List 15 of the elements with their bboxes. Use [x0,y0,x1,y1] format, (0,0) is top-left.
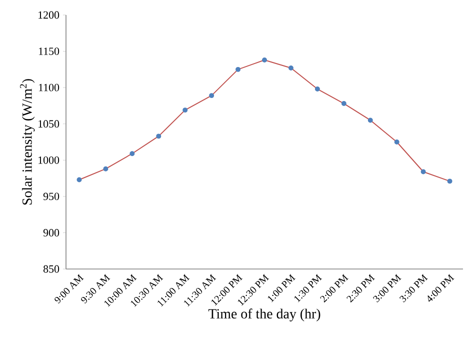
x-tick-label: 1:00 PM [268,274,296,302]
x-tick-label: 3:00 PM [373,274,402,302]
y-axis-title: Solar intensity (W/m$^{2}$) [20,79,35,205]
y-tick-label: 1200 [38,11,60,19]
x-tick-label: 2:00 PM [320,274,348,303]
y-tick-label: 1000 [38,156,60,164]
x-tick-label: 4:00 PM [428,274,454,302]
y-tick-label: 1150 [38,48,60,55]
y-tick-label: 950 [43,192,60,200]
y-tick-label: 1050 [38,120,60,128]
x-tick-label: 1:30 PM [294,274,322,302]
y-tick-label: 900 [43,229,60,236]
y-tick-label: 850 [43,265,60,273]
y-tick-label: 1100 [38,84,60,92]
x-axis-title: Time of the day (hr) [208,308,320,322]
